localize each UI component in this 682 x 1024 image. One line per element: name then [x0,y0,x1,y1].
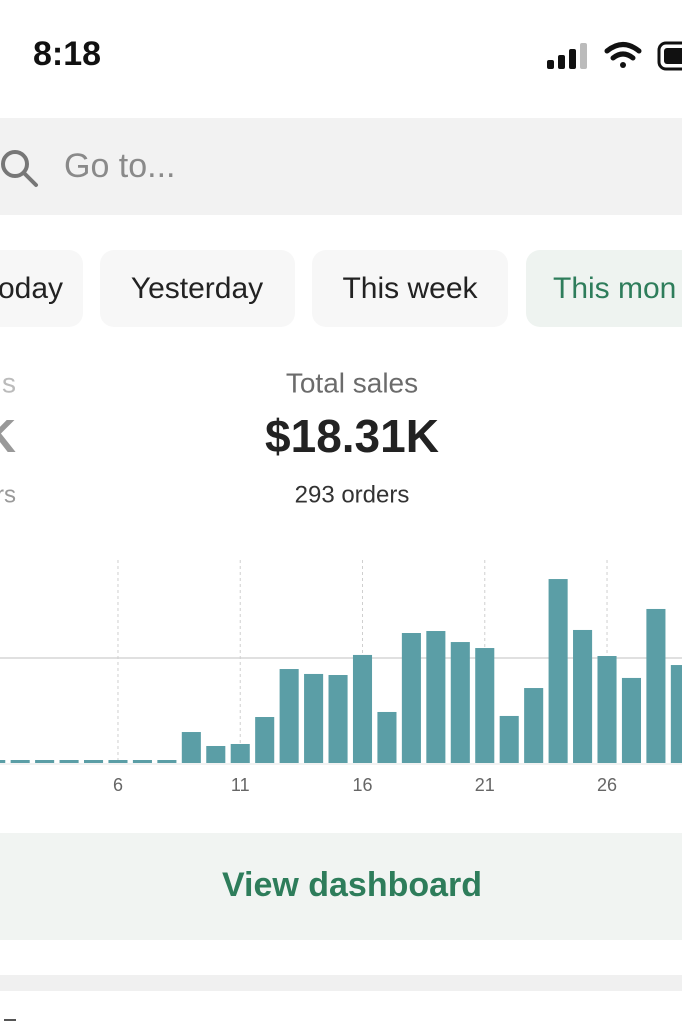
x-tick-label: 16 [352,775,372,795]
button-label: View dashboard [222,866,482,904]
tab[interactable] [100,250,295,327]
bar [132,760,152,763]
bar [401,633,421,763]
bar [304,673,324,763]
bar [181,732,201,763]
x-tick-label: 11 [231,775,250,795]
bar [83,760,104,763]
bar [255,717,275,763]
section-divider [0,975,682,991]
bar [670,665,682,763]
search-bar[interactable] [0,118,682,215]
bar [0,760,6,763]
x-tick-label: 26 [597,775,617,795]
bar [573,629,593,763]
bar [157,760,177,763]
tab-label: This week [342,272,478,305]
bar [499,715,519,763]
bar [377,711,397,763]
tab[interactable] [0,250,83,327]
stat-title-partial: s [2,367,16,398]
stat-value-partial: K [0,410,16,462]
stat-orders-partial: rs [0,481,16,508]
status-time: 8:18 [33,35,101,73]
bar [328,675,348,763]
x-tick-label: 21 [475,775,495,795]
bar [352,654,373,763]
x-tick-label: 6 [113,775,123,795]
signal-icon [547,43,587,69]
bar [279,669,299,763]
stat-orders: 293 orders [295,481,410,508]
bar [108,760,128,763]
bar [475,648,495,763]
stat-value: $18.31K [265,410,439,462]
tab-label: oday [0,272,63,305]
chart: 6 11 16 21 26 [0,560,682,795]
bar [59,760,79,763]
tab-label: Yesterday [131,272,263,305]
bar [450,642,470,763]
bar [524,688,544,763]
bar [621,677,642,763]
stat-title: Total sales [286,367,418,398]
wifi-icon [604,42,642,68]
search-icon [1,150,38,187]
bar [597,656,617,763]
bar [426,631,446,763]
bar [10,760,30,763]
bar [35,760,55,763]
tab-selected[interactable] [526,250,682,327]
tab-label: This mon [553,272,676,305]
bar [646,608,666,763]
battery-icon [657,41,682,71]
tab[interactable] [312,250,508,327]
bar [206,745,226,763]
search-placeholder: Go to... [64,147,176,185]
view-dashboard-button[interactable] [0,833,682,940]
bar [230,743,250,763]
bar [548,579,568,763]
